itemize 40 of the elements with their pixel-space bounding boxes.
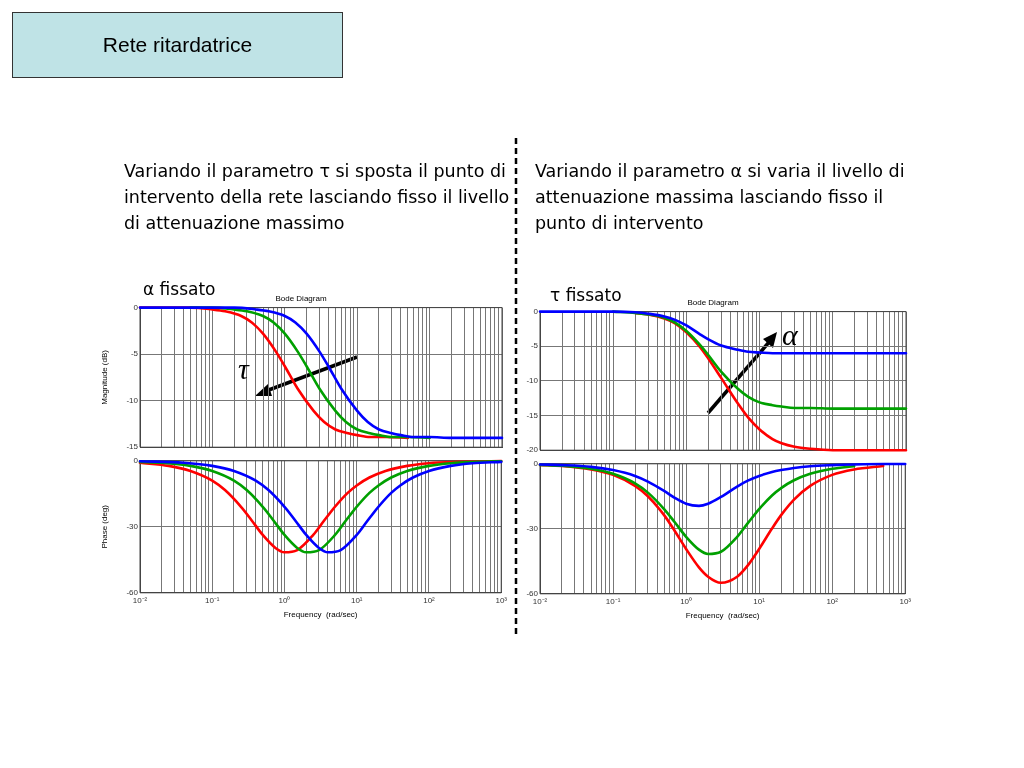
y-tick-label: -30 [126, 522, 139, 531]
y-tick-label: -15 [126, 442, 139, 452]
y-tick-label: -20 [526, 445, 539, 455]
x-tick-label: 10³ [495, 595, 508, 605]
x-tick-label: 10⁻¹ [605, 596, 621, 606]
text: Rete ritardatrice [12, 12, 343, 78]
x-tick-label: 10¹ [753, 596, 766, 606]
x-tick-label: 10⁻² [532, 596, 548, 606]
x-tick-label: 10³ [899, 596, 912, 606]
y-tick-label: -60 [126, 588, 139, 597]
x-tick-label: 10¹ [350, 595, 363, 605]
text: α fissato [143, 279, 216, 299]
y-tick-label: -60 [526, 589, 539, 598]
y-tick-label: 0 [533, 306, 539, 316]
y-tick-label: 0 [533, 459, 539, 468]
text: τ fissato [550, 285, 622, 305]
y-tick-label: -5 [530, 341, 539, 351]
chart-title: Bode Diagram [687, 298, 739, 307]
x-tick-label: 10² [826, 596, 839, 606]
y-tick-label: 0 [133, 302, 139, 312]
y-tick-label: -15 [526, 410, 539, 420]
x-tick-label: 10⁰ [680, 596, 693, 606]
x-tick-label: 10⁻² [132, 595, 148, 605]
x-tick-label: 10⁻¹ [204, 595, 220, 605]
x-tick-label: 10⁰ [278, 595, 291, 605]
annotation: α [782, 318, 798, 352]
x-tick-label: 10² [423, 595, 436, 605]
y-tick-label: -5 [130, 349, 139, 359]
text: Variando il parametro α si varia il livello di attenuazione massima lasciando fisso il punto di intervento [535, 160, 906, 235]
y-axis-title: Phase (deg) [100, 504, 109, 549]
y-axis-title: Magnitude (dB) [100, 349, 109, 405]
chart-title: Bode Diagram [275, 294, 327, 303]
y-tick-label: -30 [526, 524, 539, 533]
x-axis-title: Frequency (rad/sec) [283, 610, 358, 620]
text: Variando il parametro τ si sposta il punto di intervento della rete lasciando fisso il livello di attenuazione massimo [124, 160, 511, 235]
y-tick-label: -10 [126, 395, 139, 405]
annotation: τ [238, 352, 249, 386]
x-axis-title: Frequency (rad/sec) [685, 611, 760, 621]
y-tick-label: -10 [526, 376, 539, 386]
y-tick-label: 0 [133, 456, 139, 465]
